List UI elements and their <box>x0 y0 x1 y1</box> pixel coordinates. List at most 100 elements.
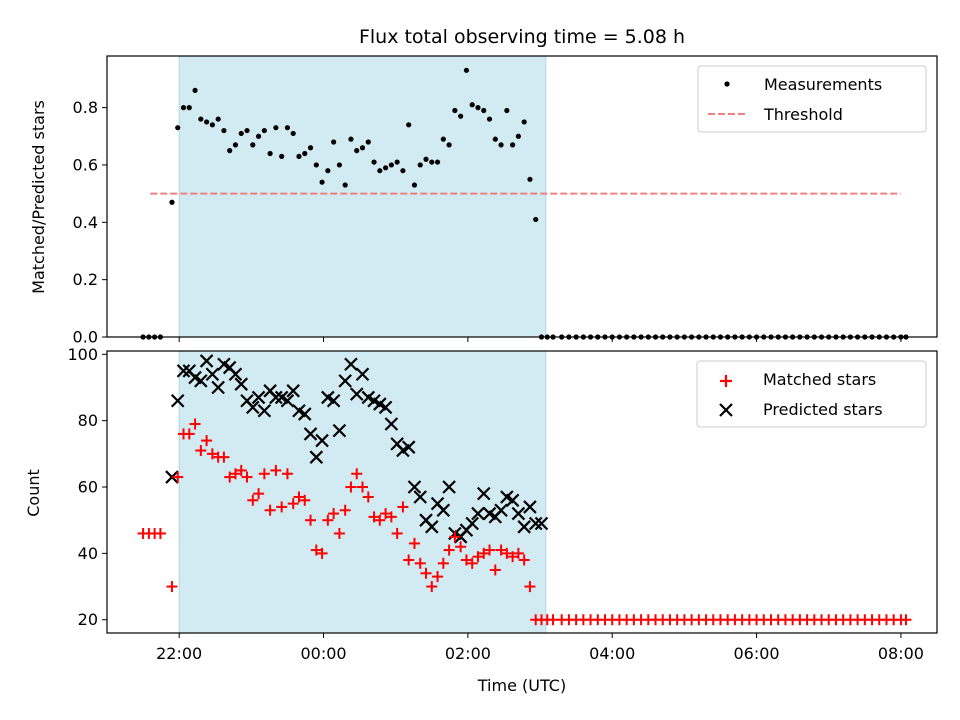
matched-star-point <box>305 514 317 526</box>
matched-star-point <box>380 508 392 520</box>
predicted-star-point <box>165 470 179 484</box>
matched-star-point <box>322 514 334 526</box>
measurement-point <box>209 122 215 128</box>
matched-star-point <box>258 468 270 480</box>
measurement-point <box>429 159 435 165</box>
matched-star-point <box>426 581 438 593</box>
predicted-star-point <box>494 503 508 518</box>
measurement-point <box>510 142 516 148</box>
measurement-point <box>221 127 227 134</box>
predicted-star-point <box>234 377 249 391</box>
top-shaded-span <box>178 55 547 338</box>
measurement-point <box>342 182 348 188</box>
predicted-stars-series <box>165 354 549 544</box>
top-ytick-label: 0.2 <box>73 270 98 289</box>
matched-star-point <box>455 541 467 553</box>
matched-star-point <box>345 481 357 493</box>
measurement-point <box>371 159 377 165</box>
matched-star-point <box>218 451 230 463</box>
measurement-point <box>232 142 239 148</box>
measurement-point <box>481 107 487 114</box>
matched-star-point <box>299 494 311 506</box>
predicted-star-point <box>309 450 324 464</box>
predicted-star-point <box>199 354 214 368</box>
legend-label-predicted: Predicted stars <box>763 400 883 419</box>
predicted-star-point <box>315 433 329 448</box>
bottom-ytick-label: 60 <box>78 478 98 497</box>
measurement-point <box>319 179 325 185</box>
matched-star-point <box>385 511 397 523</box>
matched-star-point <box>460 554 472 566</box>
matched-star-point <box>333 527 345 539</box>
matched-star-point <box>206 448 218 460</box>
matched-star-point <box>900 614 912 626</box>
matched-star-point <box>293 491 305 503</box>
measurement-point <box>250 142 256 148</box>
legend-label-measurements: Measurements <box>764 75 882 94</box>
measurement-point <box>463 67 470 73</box>
bottom-ytick-label: 20 <box>78 610 98 629</box>
predicted-star-point <box>476 486 491 501</box>
predicted-star-point <box>401 440 416 454</box>
measurement-point <box>186 105 192 111</box>
predicted-star-point <box>344 357 358 372</box>
matched-star-point <box>466 557 478 569</box>
matched-star-point <box>408 537 420 549</box>
matched-star-point <box>247 494 259 506</box>
bottom-legend-frame <box>696 360 927 428</box>
top-legend: Measurements Threshold <box>697 65 927 133</box>
matched-star-point <box>501 547 513 559</box>
matched-star-point <box>316 547 328 559</box>
measurement-point <box>180 105 187 111</box>
legend-marker-measurements <box>724 81 730 87</box>
top-ytick-label: 0.8 <box>73 98 98 117</box>
matched-star-point <box>512 547 524 559</box>
predicted-star-point <box>251 390 266 405</box>
measurement-point <box>527 176 533 182</box>
measurement-point <box>255 133 262 139</box>
matched-star-point <box>195 445 207 457</box>
matched-star-point <box>270 464 282 476</box>
top-plot-frame <box>106 55 938 338</box>
bottom-xtick-label: 02:00 <box>445 644 491 663</box>
measurement-point <box>382 165 389 171</box>
matched-star-point <box>524 581 536 593</box>
measurement-point <box>515 133 521 139</box>
x-axis-label: Time (UTC) <box>477 676 566 695</box>
matched-star-point <box>253 488 265 500</box>
matched-star-point <box>189 418 201 430</box>
predicted-star-point <box>246 400 260 415</box>
matched-star-point <box>224 471 236 483</box>
measurement-point <box>452 107 458 114</box>
matched-star-point <box>154 527 166 539</box>
predicted-star-point <box>326 393 341 408</box>
predicted-star-point <box>194 374 208 388</box>
measurement-point <box>331 139 337 145</box>
predicted-star-point <box>523 500 537 514</box>
measurement-point <box>302 150 308 157</box>
bottom-xtick-label: 04:00 <box>589 644 635 663</box>
predicted-star-point <box>176 364 191 378</box>
measurement-point <box>400 168 406 174</box>
legend-label-threshold: Threshold <box>763 105 843 124</box>
top-ytick-label: 0.0 <box>73 328 98 347</box>
measurement-point <box>423 156 429 162</box>
matched-star-point <box>495 544 507 556</box>
matched-star-point <box>235 464 247 476</box>
bottom-y-axis-label: Count <box>24 469 43 517</box>
matched-star-point <box>264 504 276 516</box>
predicted-star-point <box>269 390 283 405</box>
predicted-star-point <box>413 490 428 504</box>
measurement-point <box>388 162 394 168</box>
predicted-star-point <box>517 520 531 534</box>
predicted-star-point <box>280 393 295 408</box>
bottom-xtick-label: 06:00 <box>734 644 780 663</box>
matched-star-point <box>339 504 351 516</box>
measurement-point <box>486 116 493 122</box>
predicted-star-point <box>211 380 225 395</box>
bottom-y-axis: 20 40 60 80 100 <box>67 345 107 629</box>
matched-star-point <box>403 554 415 566</box>
matched-star-point <box>229 468 241 480</box>
measurement-point <box>296 153 302 159</box>
chart-title: Flux total observing time = 5.08 h <box>359 26 685 48</box>
